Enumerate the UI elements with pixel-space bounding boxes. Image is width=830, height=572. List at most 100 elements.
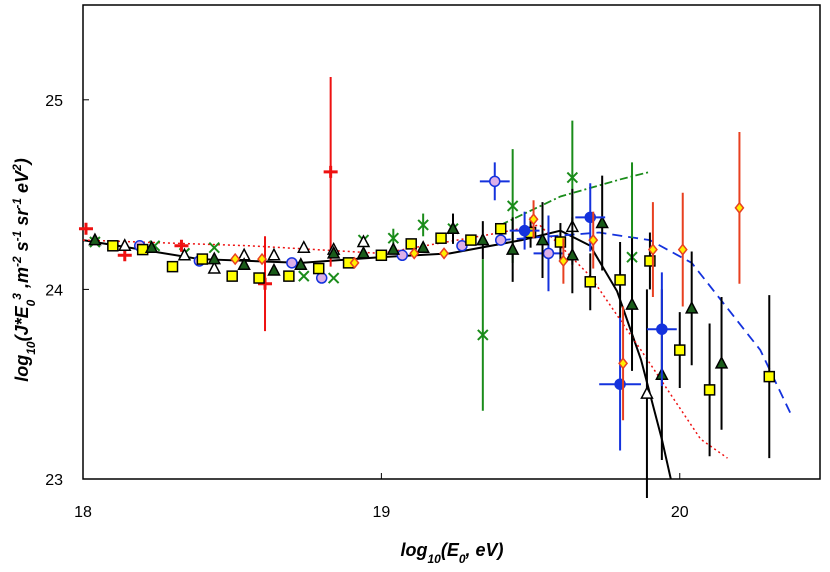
cross-marker	[477, 329, 489, 341]
label-part: log	[12, 355, 32, 382]
square-marker	[435, 232, 447, 244]
triangle-marker	[207, 260, 222, 274]
triangle-marker	[625, 296, 639, 310]
label-part: s	[12, 241, 32, 256]
x-tick-label: 19	[372, 504, 390, 521]
triangle-marker	[237, 257, 251, 271]
square-marker	[703, 384, 716, 396]
label-part: ,m	[12, 267, 32, 293]
triangle-marker	[535, 232, 550, 246]
square-marker	[283, 270, 295, 282]
triangle-marker	[714, 355, 729, 369]
diamond-marker	[230, 252, 241, 266]
model-curve	[82, 224, 728, 459]
y-tick-label: 25	[45, 93, 63, 110]
label-part: )	[12, 158, 32, 166]
triangle-marker	[356, 245, 371, 259]
triangle-marker	[565, 247, 580, 261]
circle-marker	[396, 249, 409, 262]
label-part: log	[400, 540, 427, 560]
cross-marker	[506, 200, 519, 212]
square-marker	[584, 276, 596, 288]
triangle-marker	[476, 232, 490, 246]
label-part: 0	[24, 299, 38, 306]
diamond-marker	[677, 243, 688, 256]
diamond-marker	[528, 213, 539, 226]
diamond-marker	[588, 233, 599, 247]
cross-marker	[566, 171, 579, 184]
plot-frame	[82, 4, 821, 480]
label-part: 10	[24, 341, 38, 355]
square-marker	[253, 272, 265, 284]
triangle-marker	[505, 241, 520, 255]
triangle-marker	[207, 251, 222, 265]
diamond-marker	[409, 247, 420, 260]
label-part: 2	[10, 164, 24, 172]
label-part: , eV)	[465, 540, 504, 560]
y-tick-label: 23	[45, 472, 63, 489]
square-marker	[644, 255, 656, 267]
triangle-marker	[446, 221, 460, 234]
triangle-marker	[118, 238, 132, 252]
cross-marker	[417, 219, 429, 231]
square-marker	[312, 262, 325, 275]
cross-marker	[208, 241, 220, 254]
x-axis-label: log10(E0, eV)	[400, 540, 503, 566]
label-part: (E	[441, 540, 460, 560]
label-part: eV	[12, 169, 32, 198]
plus-marker	[117, 249, 132, 262]
diamond-marker	[734, 201, 745, 215]
triangle-marker	[177, 247, 192, 261]
diamond-marker	[558, 254, 569, 268]
triangle-marker	[297, 240, 311, 253]
square-marker	[405, 238, 417, 250]
triangle-marker	[326, 245, 341, 259]
label-part: -2	[10, 256, 24, 267]
square-marker	[554, 236, 567, 248]
triangle-marker	[267, 262, 281, 276]
triangle-marker	[294, 257, 308, 271]
plus-marker	[174, 239, 189, 252]
circle-marker	[315, 272, 328, 284]
label-part: (J*E	[12, 305, 32, 341]
diamond-marker	[349, 256, 360, 270]
square-marker	[763, 370, 776, 383]
y-tick-label: 24	[45, 282, 63, 299]
square-marker	[107, 240, 119, 252]
cross-marker	[327, 272, 340, 284]
triangle-marker	[267, 247, 281, 261]
triangle-marker	[88, 232, 102, 246]
diamond-marker	[257, 252, 267, 266]
x-tick-label: 18	[74, 504, 92, 521]
label-part: 0	[459, 552, 466, 566]
label-part: -1	[10, 230, 24, 241]
label-part: -1	[10, 198, 24, 209]
y-axis-label: log10(J*E03 ,m-2 s-1 sr-1 eV2)	[10, 158, 38, 382]
triangle-marker	[416, 240, 430, 253]
circle-marker	[518, 224, 531, 237]
square-marker	[196, 253, 209, 265]
square-marker	[136, 243, 149, 256]
circle-marker	[656, 323, 668, 335]
square-marker	[494, 222, 507, 235]
label-part: 3	[10, 293, 24, 300]
square-marker	[375, 249, 388, 262]
label-part: sr	[12, 208, 32, 231]
circle-marker	[542, 247, 555, 260]
triangle-marker	[595, 215, 609, 229]
triangle-marker	[144, 240, 159, 253]
circle-marker	[489, 175, 501, 188]
x-tick-label: 20	[671, 504, 689, 521]
plus-marker	[78, 222, 93, 235]
diamond-marker	[647, 243, 658, 256]
plot-area	[78, 77, 791, 498]
square-marker	[465, 234, 477, 246]
diamond-marker	[439, 247, 450, 260]
cross-marker	[298, 270, 310, 282]
square-marker	[226, 270, 238, 282]
diamond-marker	[618, 357, 629, 370]
triangle-marker	[386, 241, 401, 255]
label-part: 10	[427, 552, 441, 566]
